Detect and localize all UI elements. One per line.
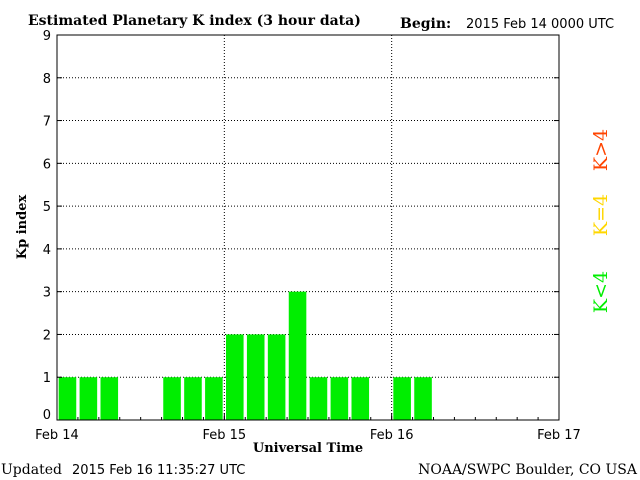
y-tick-label: 1 [43, 371, 51, 386]
legend-k-equal-4: K=4 [590, 194, 612, 236]
x-tick-label: Feb 16 [370, 428, 414, 443]
grid-lines [57, 35, 559, 420]
bar-series [58, 291, 432, 420]
y-tick-label: 4 [43, 243, 51, 258]
kp-bar [184, 377, 202, 420]
kp-bar [79, 377, 98, 420]
y-tick-label: 0 [43, 408, 51, 423]
kp-bar [163, 377, 181, 420]
source-credit: NOAA/SWPC Boulder, CO USA [418, 462, 638, 478]
kp-bar [246, 334, 265, 420]
kp-bar [100, 377, 119, 420]
kp-bar [414, 377, 432, 420]
y-axis-label: Kp index [15, 195, 30, 260]
plot-frame [56, 34, 560, 421]
y-tick-label: 9 [43, 29, 51, 44]
begin-value: 2015 Feb 14 0000 UTC [466, 17, 614, 32]
x-axis-ticks: Feb 14 Feb 15 Feb 16 Feb 17 [35, 413, 581, 443]
chart-title: Estimated Planetary K index (3 hour data… [28, 13, 361, 29]
y-tick-label: 8 [43, 72, 51, 87]
x-tick-label: Feb 17 [537, 428, 581, 443]
legend-k-less-4: K<4 [590, 271, 612, 313]
legend-k-greater-4: K>4 [590, 129, 612, 171]
kp-bar [309, 377, 328, 420]
kp-bar [205, 377, 223, 420]
x-axis-label: Universal Time [253, 441, 363, 456]
kp-bar [351, 377, 370, 420]
x-tick-label: Feb 15 [202, 428, 246, 443]
begin-label: Begin: [400, 16, 451, 32]
kp-bar [288, 291, 307, 420]
y-tick-label: 6 [43, 157, 51, 172]
kp-bar [226, 334, 244, 420]
kp-bar [330, 377, 349, 420]
y-tick-label: 7 [43, 115, 51, 130]
kp-bar [58, 377, 77, 420]
y-tick-label: 2 [43, 328, 51, 343]
updated-value: 2015 Feb 16 11:35:27 UTC [72, 463, 245, 478]
y-tick-label: 5 [43, 200, 51, 215]
kp-bar [393, 377, 411, 420]
kp-bar [267, 334, 286, 420]
x-tick-label: Feb 14 [35, 428, 79, 443]
updated-label: Updated [1, 462, 62, 478]
y-tick-label: 3 [43, 286, 51, 301]
